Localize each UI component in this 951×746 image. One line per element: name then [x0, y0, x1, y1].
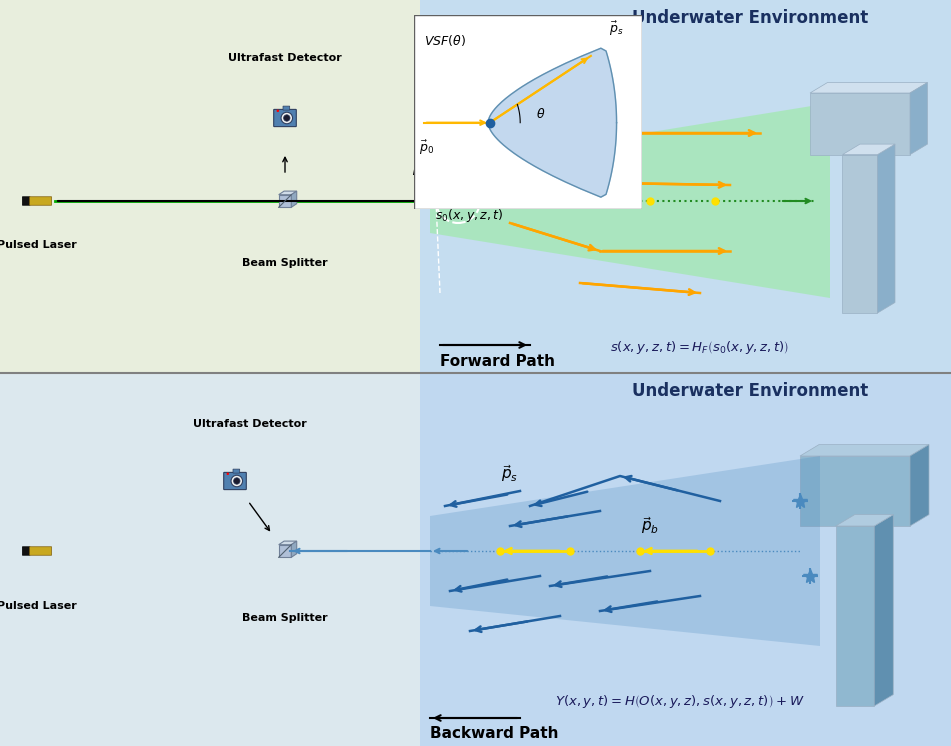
Polygon shape [800, 445, 929, 456]
Polygon shape [279, 541, 297, 545]
Polygon shape [279, 195, 291, 207]
Text: $\vec{p}_b$: $\vec{p}_b$ [641, 515, 659, 536]
Text: Pulsed Laser: Pulsed Laser [0, 601, 77, 611]
Polygon shape [874, 515, 893, 706]
Polygon shape [836, 526, 874, 706]
Polygon shape [430, 456, 820, 646]
Polygon shape [843, 154, 878, 313]
Polygon shape [279, 191, 297, 195]
FancyBboxPatch shape [23, 547, 30, 555]
Text: $\vec{p}_0$: $\vec{p}_0$ [412, 157, 430, 178]
Text: $\vec{p}_s$: $\vec{p}_s$ [561, 137, 578, 158]
Polygon shape [843, 144, 895, 154]
Circle shape [231, 475, 243, 486]
Polygon shape [291, 191, 297, 207]
Polygon shape [420, 373, 951, 746]
Text: Backward Path: Backward Path [430, 727, 558, 742]
Text: Forward Path: Forward Path [440, 354, 555, 369]
FancyBboxPatch shape [29, 547, 51, 555]
Polygon shape [420, 0, 951, 373]
Polygon shape [810, 93, 910, 154]
Polygon shape [291, 541, 297, 557]
Polygon shape [0, 373, 440, 746]
Circle shape [234, 477, 240, 484]
Text: Ultrafast Detector: Ultrafast Detector [228, 53, 341, 63]
Polygon shape [910, 83, 927, 154]
Polygon shape [279, 545, 291, 557]
Polygon shape [800, 456, 910, 526]
Polygon shape [414, 15, 642, 209]
Text: $Y(x,y,t) = H\left(O(x,y,z),s(x,y,z,t)\right) + W$: $Y(x,y,t) = H\left(O(x,y,z),s(x,y,z,t)\r… [555, 692, 805, 709]
Polygon shape [0, 0, 440, 373]
FancyBboxPatch shape [223, 472, 246, 489]
Text: Beam Splitter: Beam Splitter [243, 613, 328, 623]
Polygon shape [430, 103, 830, 298]
Text: Underwater Environment: Underwater Environment [631, 9, 868, 27]
Text: $VSF(\theta)$: $VSF(\theta)$ [424, 33, 466, 48]
Polygon shape [836, 515, 893, 526]
Text: Underwater Environment: Underwater Environment [631, 382, 868, 400]
Circle shape [277, 110, 279, 112]
Text: Beam Splitter: Beam Splitter [243, 258, 328, 268]
Circle shape [226, 472, 229, 475]
Text: $\theta$: $\theta$ [535, 107, 545, 121]
Circle shape [281, 112, 293, 124]
FancyBboxPatch shape [29, 197, 51, 205]
Text: $s(x,y,z,t) = H_F\left(s_0(x,y,z,t)\right)$: $s(x,y,z,t) = H_F\left(s_0(x,y,z,t)\righ… [611, 339, 789, 357]
Text: $s_0(x,y,z,t)$: $s_0(x,y,z,t)$ [435, 207, 504, 224]
Text: $\vec{p}_0$: $\vec{p}_0$ [418, 139, 434, 157]
FancyBboxPatch shape [23, 197, 30, 205]
Polygon shape [910, 445, 929, 526]
Text: $\vec{p}_s$: $\vec{p}_s$ [501, 463, 518, 484]
Polygon shape [878, 144, 895, 313]
Text: $\vec{p}_s$: $\vec{p}_s$ [610, 20, 624, 39]
Circle shape [283, 115, 290, 122]
FancyBboxPatch shape [283, 106, 290, 110]
FancyBboxPatch shape [233, 469, 240, 473]
FancyBboxPatch shape [274, 110, 297, 127]
Text: Pulsed Laser: Pulsed Laser [0, 240, 77, 250]
Text: Ultrafast Detector: Ultrafast Detector [193, 419, 307, 429]
Polygon shape [488, 48, 616, 197]
Polygon shape [810, 83, 927, 93]
